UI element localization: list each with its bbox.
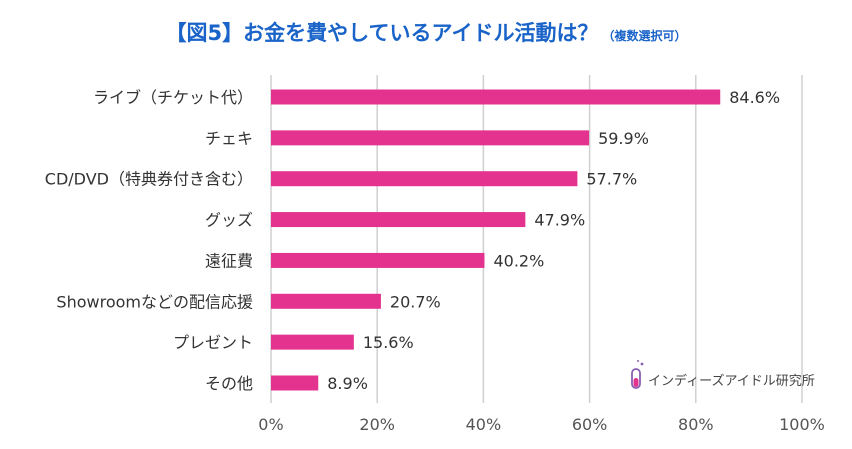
x-tick-label: 40% [466,415,502,434]
value-label: 59.9% [598,129,649,148]
watermark: インディーズアイドル研究所 [631,360,815,389]
x-tick-label: 60% [572,415,608,434]
chart-title: 【図5】お金を費やしているアイドル活動は？ （複数選択可） [166,21,687,45]
labels: 0% 20% 40% 60% 80% 100% ライブ（チケット代） 84.6% チェキ 59.9… [45,88,825,434]
x-tick-label: 80% [678,415,714,434]
bar [271,293,381,309]
category-label: ライブ（チケット代） [93,88,253,107]
bars [271,89,721,391]
value-label: 15.6% [363,333,414,352]
bar [271,375,319,391]
value-label: 47.9% [534,211,585,230]
category-label: チェキ [205,129,253,148]
x-tick-label: 20% [359,415,395,434]
grid-lines [270,75,803,403]
category-label: グッズ [205,211,253,230]
test-tube-icon [631,360,644,389]
watermark-text: インディーズアイドル研究所 [648,373,815,389]
bar [271,130,590,146]
category-label: 遠征費 [205,251,253,270]
bar [271,171,578,187]
category-label: その他 [205,374,253,393]
bar [271,252,485,268]
category-label: CD/DVD（特典券付き含む） [45,170,253,189]
category-label: プレゼント [173,333,253,352]
category-label: Showroomなどの配信応援 [56,292,253,311]
x-tick-label: 100% [779,415,825,434]
bar [271,89,721,105]
bar [271,212,526,228]
value-label: 20.7% [390,292,441,311]
chart-title-sub: （複数選択可） [602,28,686,43]
value-label: 57.7% [586,170,637,189]
value-label: 8.9% [327,374,368,393]
chart-title-main: 【図5】お金を費やしているアイドル活動は？ [166,21,599,45]
value-label: 40.2% [493,251,544,270]
bar [271,334,354,350]
x-tick-label: 0% [258,415,283,434]
value-label: 84.6% [729,88,780,107]
